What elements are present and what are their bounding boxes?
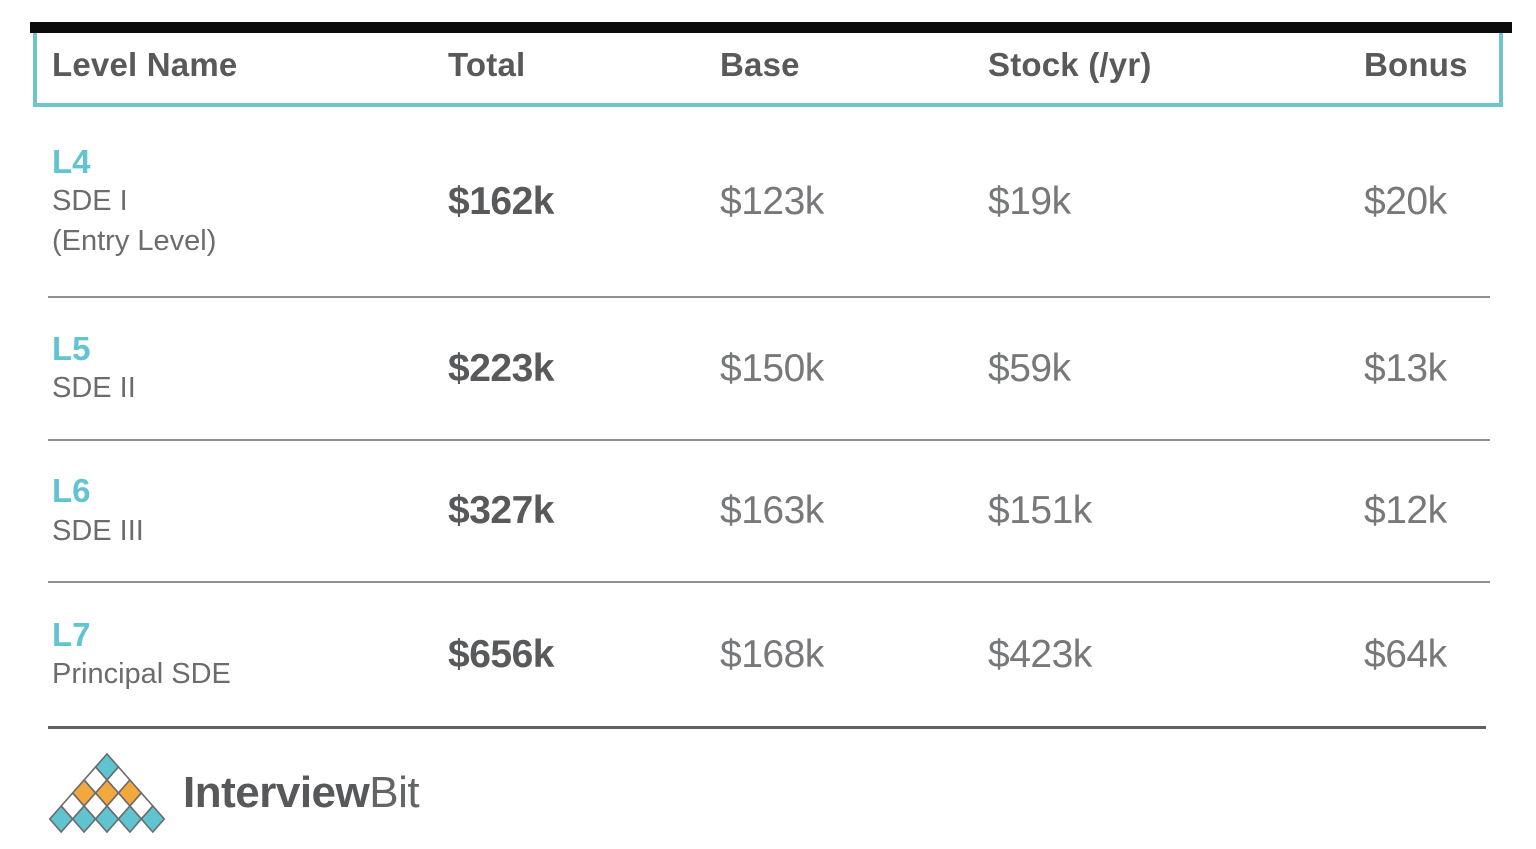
column-header-bonus: Bonus [1364,45,1468,83]
level-cell: L6 SDE III [52,471,448,551]
table-header-row: Level Name Total Base Stock (/yr) Bonus [33,22,1503,107]
table-row: L5 SDE II $223k $150k $59k $13k [0,298,1536,439]
column-header-stock: Stock (/yr) [988,45,1152,83]
table-row: L6 SDE III $327k $163k $151k $12k [0,441,1536,581]
stock-value: $59k [988,346,1071,390]
stock-value: $423k [988,632,1092,676]
base-value: $150k [720,346,824,390]
base-value: $123k [720,179,824,223]
bonus-value: $12k [1364,489,1447,532]
top-letterbox-bar [30,22,1512,33]
row-divider [48,296,1490,298]
level-title: SDE III [52,514,144,547]
level-cell: L7 Principal SDE [52,615,448,695]
diamond-pyramid-icon [48,752,166,834]
level-title: SDE I [52,185,128,218]
level-title: Principal SDE [52,658,231,691]
bonus-value: $20k [1364,179,1447,223]
level-cell: L5 SDE II [52,329,448,409]
total-value: $327k [448,489,554,532]
level-title: SDE II [52,372,136,405]
logo-text-bit: Bit [369,768,420,817]
table-row: L7 Principal SDE $656k $168k $423k $64k [0,583,1536,726]
column-header-level-name: Level Name [52,45,238,83]
bonus-value: $13k [1364,346,1447,390]
total-value: $162k [448,179,554,223]
table-row: L4 SDE I (Entry Level) $162k $123k $19k … [0,107,1536,296]
level-cell: L4 SDE I (Entry Level) [52,142,448,262]
row-divider [48,726,1486,729]
interviewbit-logo: InterviewBit [48,749,1536,837]
stock-value: $19k [988,179,1071,223]
total-value: $656k [448,632,554,676]
base-value: $163k [720,489,824,532]
level-badge: L4 [52,142,91,180]
row-divider [48,581,1490,583]
total-value: $223k [448,346,554,390]
level-badge: L7 [52,615,91,653]
logo-text-interview: Interview [183,768,370,817]
level-badge: L5 [52,329,91,367]
level-badge: L6 [52,472,91,510]
column-header-total: Total [448,45,526,83]
base-value: $168k [720,632,824,676]
row-divider [48,439,1490,441]
logo-wordmark: InterviewBit [183,768,420,818]
stock-value: $151k [988,489,1092,532]
bonus-value: $64k [1364,632,1447,676]
level-subtitle: (Entry Level) [52,225,217,258]
column-header-base: Base [720,45,800,83]
